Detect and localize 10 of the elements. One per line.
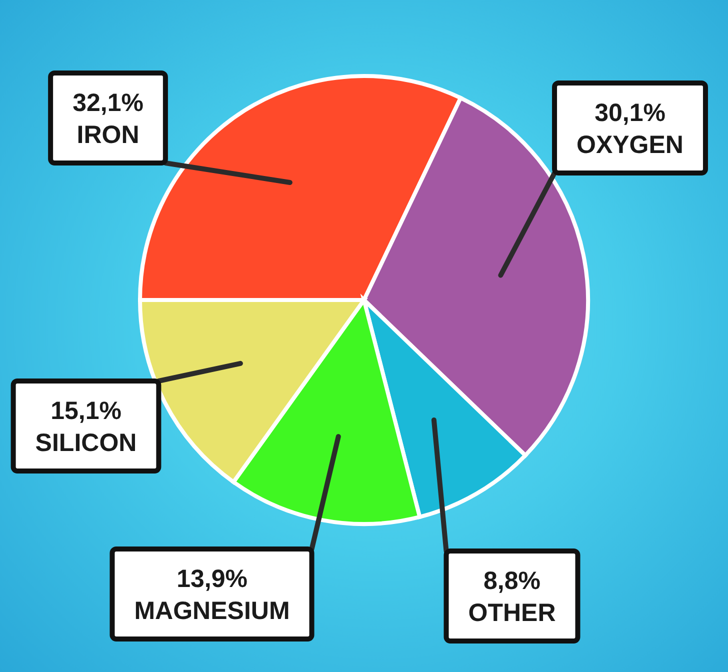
data-label: 32,1% bbox=[72, 89, 144, 117]
data-label: 30,1% bbox=[594, 99, 666, 127]
slice-label: OXYGEN bbox=[576, 131, 684, 159]
data-label: 8,8% bbox=[484, 567, 540, 595]
slice-label: IRON bbox=[76, 121, 140, 149]
slice-label: OTHER bbox=[468, 599, 556, 627]
data-label: 13,9% bbox=[176, 565, 248, 593]
slice-label: MAGNESIUM bbox=[134, 597, 290, 625]
data-label: 15,1% bbox=[50, 397, 122, 425]
slice-label: SILICON bbox=[35, 429, 137, 457]
